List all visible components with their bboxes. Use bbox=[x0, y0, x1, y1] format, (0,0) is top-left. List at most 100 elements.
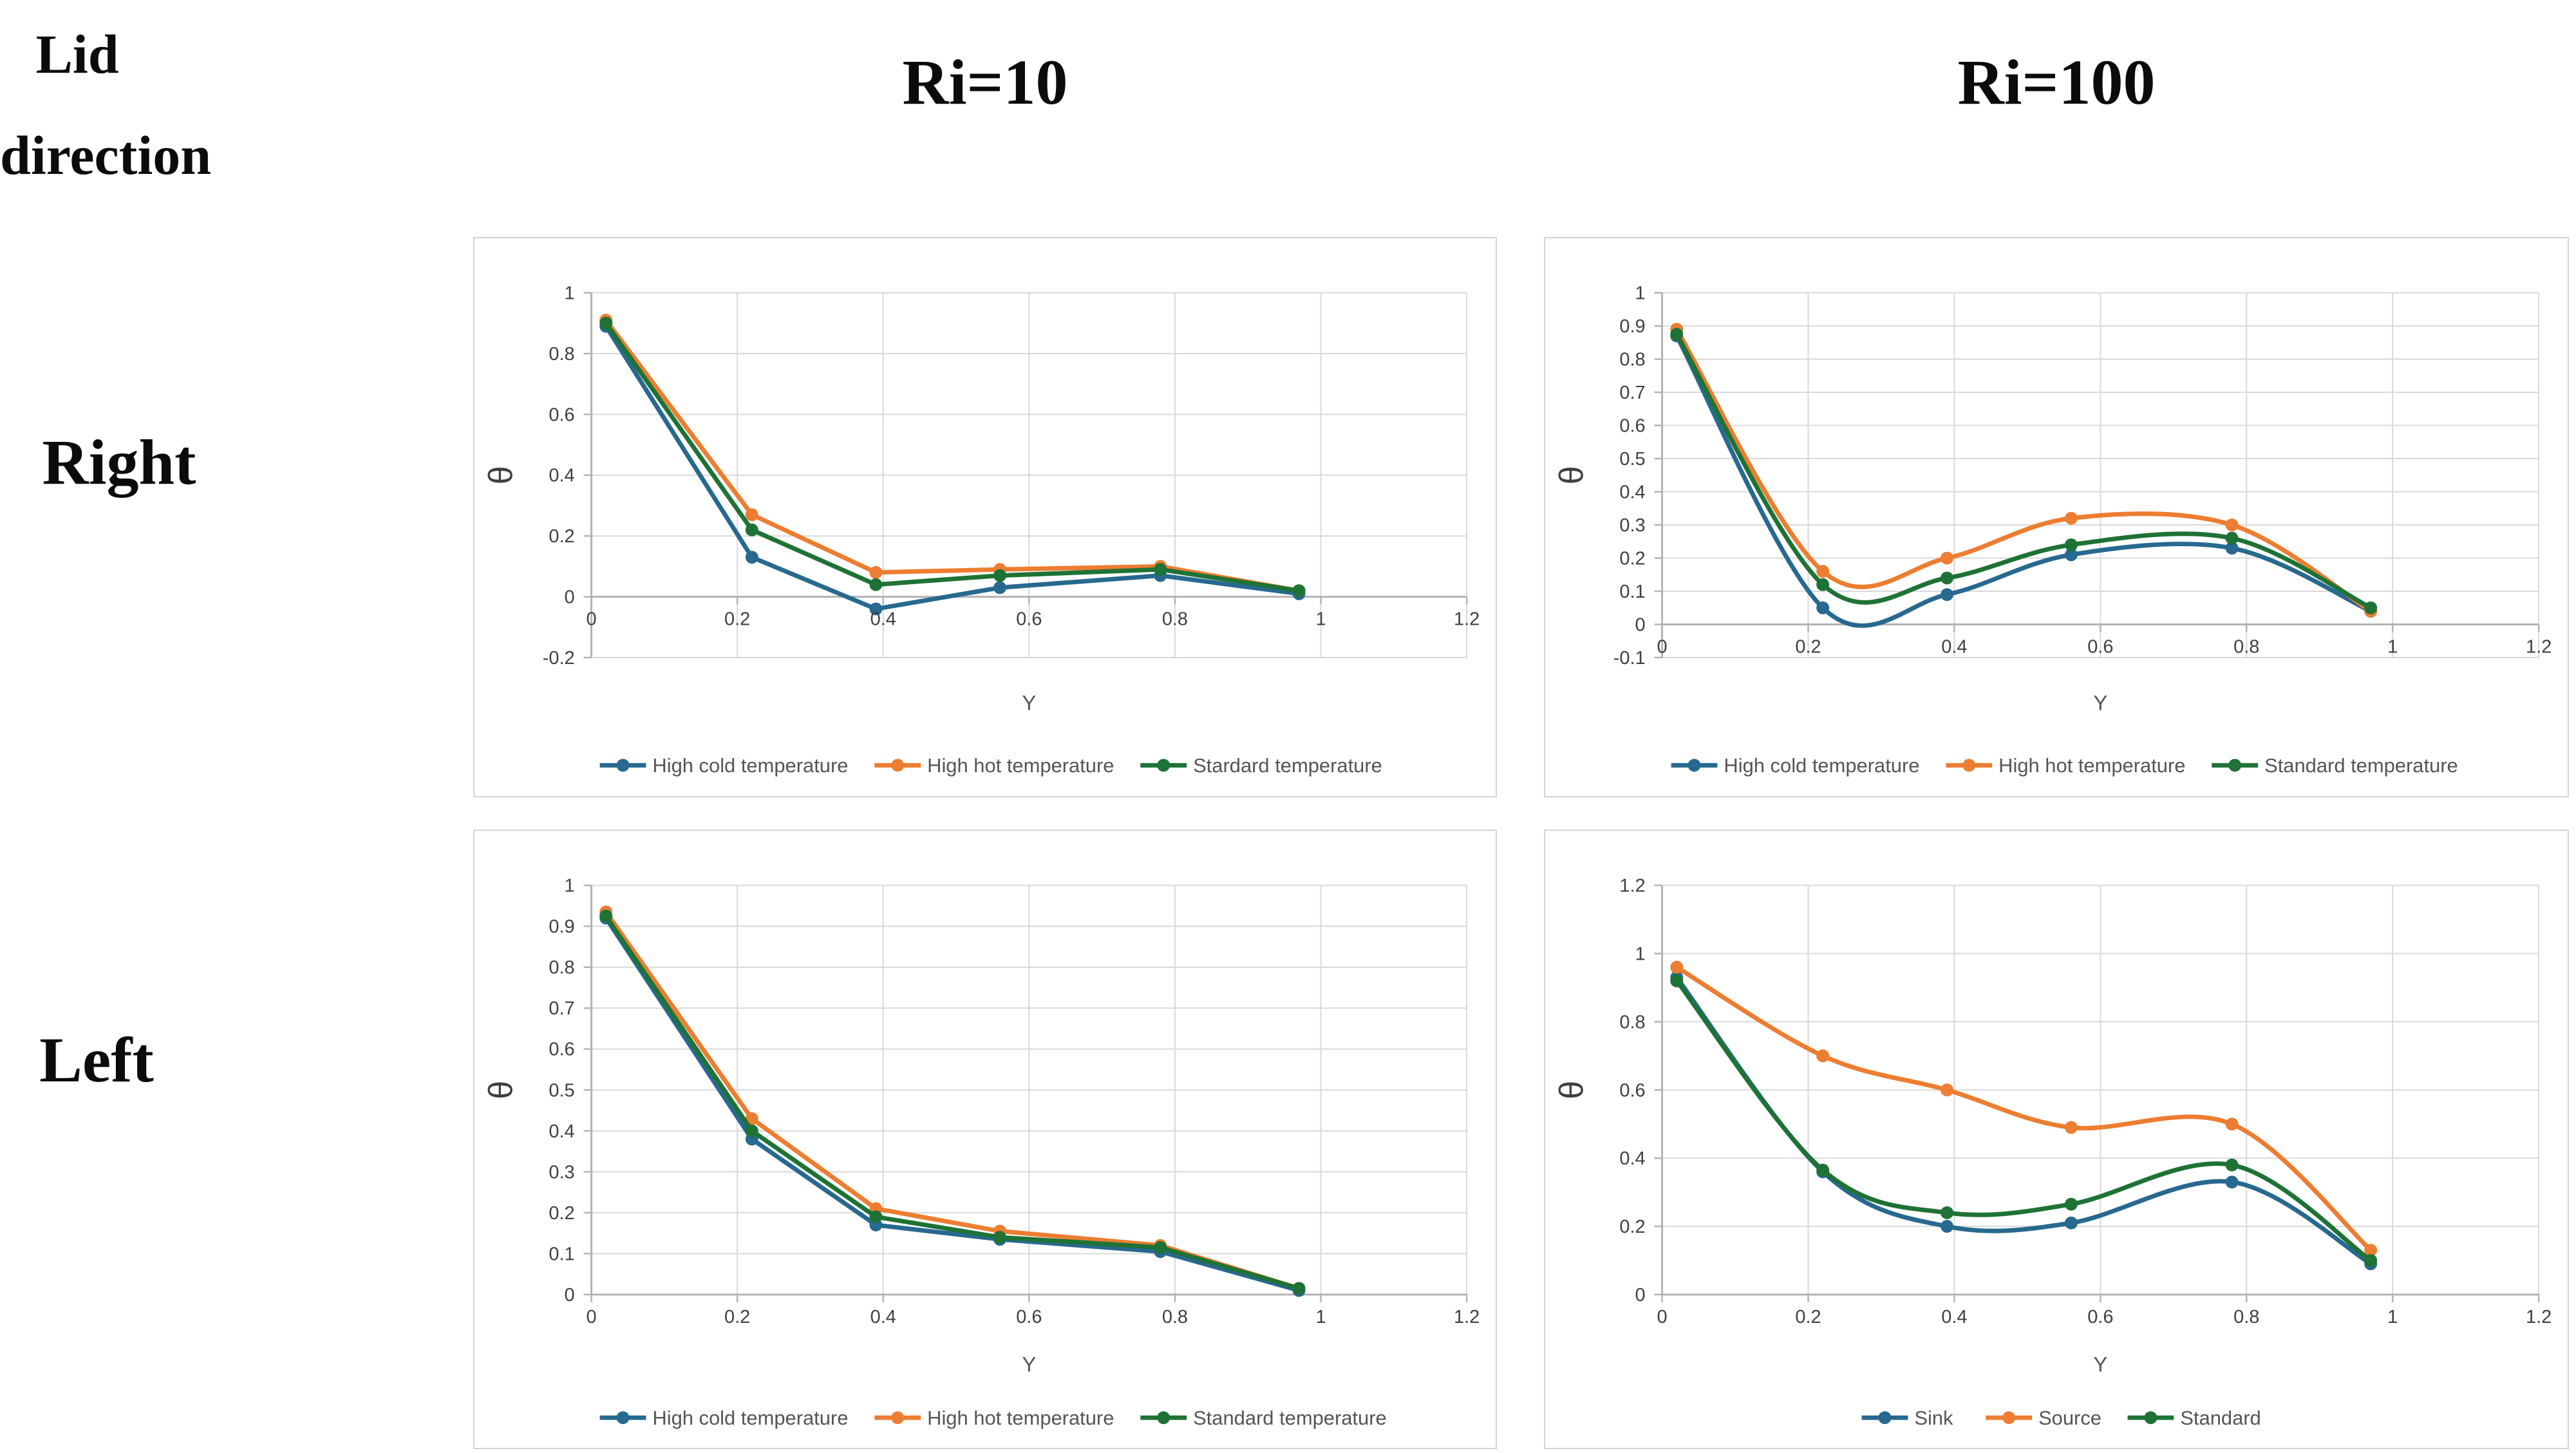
data-point-marker bbox=[2225, 1158, 2239, 1172]
data-point-marker bbox=[1941, 551, 1954, 565]
legend-label: High hot temperature bbox=[927, 1407, 1114, 1429]
y-tick-label: 0 bbox=[565, 1285, 575, 1306]
y-tick-label: 0.5 bbox=[1619, 449, 1645, 470]
y-tick-label: 0.7 bbox=[549, 998, 574, 1019]
x-axis-title: Y bbox=[2093, 691, 2107, 715]
y-tick-label: 0.8 bbox=[549, 958, 574, 978]
y-tick-label: 0 bbox=[565, 587, 575, 608]
series-line bbox=[1674, 965, 2373, 1253]
y-tick-label: -0.1 bbox=[1613, 648, 1646, 669]
data-point-marker bbox=[2225, 531, 2239, 545]
data-point-marker bbox=[599, 316, 613, 330]
x-tick-label: 1 bbox=[2387, 636, 2398, 657]
x-axis-title: Y bbox=[2093, 1353, 2107, 1376]
data-point-marker bbox=[2064, 1197, 2078, 1211]
column-header-ri10: Ri=10 bbox=[902, 46, 1068, 118]
data-point-marker bbox=[869, 602, 883, 616]
x-tick-label: 0.8 bbox=[2233, 636, 2259, 657]
chart-panel-left-ri10: 1 0.9 0.8 0.7 0.6 0.5 0.4 0.3 0.2 0.1 0 0 0.2 0.4 0.6 0… bbox=[473, 830, 1497, 1449]
y-tick-label: 0.4 bbox=[1619, 1148, 1645, 1169]
column-header-ri100: Ri=100 bbox=[1957, 46, 2156, 118]
data-point-marker bbox=[1292, 584, 1306, 598]
data-point-marker bbox=[1670, 960, 1684, 974]
data-point-marker bbox=[2225, 1117, 2239, 1131]
x-tick-label: 0.4 bbox=[870, 1307, 896, 1327]
x-tick-label: 0 bbox=[587, 609, 597, 629]
x-tick-label: 1.2 bbox=[2526, 1307, 2552, 1327]
y-tick-label: 0.3 bbox=[1619, 515, 1645, 536]
legend-label: Source bbox=[2038, 1407, 2101, 1429]
legend-marker-icon bbox=[1157, 1411, 1170, 1425]
data-point-marker bbox=[745, 1124, 758, 1137]
y-tick-label: 1 bbox=[565, 283, 575, 304]
data-point-marker bbox=[599, 909, 613, 923]
data-point-marker bbox=[2364, 1254, 2378, 1268]
y-tick-label: 0 bbox=[1635, 614, 1646, 635]
chart-panel-left-ri100: 1.2 1 0.8 0.6 0.4 0.2 0 0 0.2 0.4 0.6 0.8 1 1.2 θ Y Sink… bbox=[1544, 830, 2569, 1449]
x-tick-label: 0.4 bbox=[1941, 1307, 1967, 1327]
chart-right-ri100: 1 0.9 0.8 0.7 0.6 0.5 0.4 0.3 0.2 0.1 0 -0.1 0 0.2 0.4… bbox=[1552, 283, 2552, 777]
x-tick-label: 0 bbox=[1657, 636, 1668, 657]
row-label-left: Left bbox=[39, 1024, 154, 1096]
data-point-marker bbox=[869, 1210, 883, 1224]
y-tick-label: 0.2 bbox=[1619, 549, 1645, 569]
data-point-marker bbox=[2364, 1244, 2378, 1257]
y-tick-label: 1.2 bbox=[1619, 876, 1645, 897]
data-point-marker bbox=[1816, 601, 1830, 614]
legend-label: Stardard temperature bbox=[1193, 754, 1382, 777]
legend-marker-icon bbox=[1878, 1411, 1892, 1425]
data-point-marker bbox=[1816, 578, 1830, 591]
y-tick-label: 0.4 bbox=[549, 1121, 574, 1142]
y-tick-label: 0.2 bbox=[549, 1203, 574, 1224]
data-point-marker bbox=[2064, 548, 2078, 562]
x-tick-label: 0.4 bbox=[1941, 636, 1967, 657]
legend-marker-icon bbox=[891, 759, 905, 772]
x-tick-label: 0 bbox=[586, 1307, 596, 1327]
x-tick-label: 0.2 bbox=[1795, 636, 1821, 657]
data-point-marker bbox=[2064, 1121, 2078, 1134]
legend-marker-icon bbox=[1962, 759, 1976, 772]
series-line bbox=[603, 913, 1302, 1291]
data-point-marker bbox=[745, 1112, 758, 1125]
legend-marker-icon bbox=[616, 759, 630, 772]
data-point-marker bbox=[1670, 974, 1684, 987]
x-tick-label: 1.2 bbox=[2526, 636, 2552, 657]
x-tick-label: 0 bbox=[1657, 1307, 1667, 1327]
chart-panel-right-ri10: 1 0.8 0.6 0.4 0.2 0 -0.2 0 0.2 0.4 0.6 0.8 1 1.2 θ Y Hig… bbox=[473, 237, 1497, 797]
y-axis-title: θ bbox=[482, 466, 519, 484]
series-line bbox=[603, 324, 1302, 611]
y-tick-label: 0.8 bbox=[549, 344, 574, 365]
y-tick-label: 0.5 bbox=[549, 1080, 574, 1101]
series-line bbox=[1674, 332, 2373, 611]
legend-label: High hot temperature bbox=[1998, 754, 2185, 777]
y-tick-label: 0.6 bbox=[1619, 416, 1645, 437]
y-tick-label: -0.2 bbox=[543, 648, 575, 669]
legend-marker-icon bbox=[891, 1411, 905, 1425]
data-point-marker bbox=[2225, 542, 2239, 555]
legend-label: High hot temperature bbox=[927, 754, 1114, 777]
legend-marker-icon bbox=[2228, 759, 2242, 772]
x-tick-label: 0.2 bbox=[724, 609, 750, 629]
y-tick-label: 0.7 bbox=[1619, 383, 1645, 403]
data-point-marker bbox=[1292, 1282, 1306, 1295]
legend-label: Standard temperature bbox=[2264, 754, 2458, 777]
y-tick-label: 0.9 bbox=[549, 916, 574, 937]
y-tick-label: 0.9 bbox=[1619, 316, 1645, 337]
legend-marker-icon bbox=[2144, 1411, 2158, 1425]
data-point-marker bbox=[1941, 1206, 1954, 1219]
y-axis-title: θ bbox=[1552, 466, 1590, 484]
y-tick-label: 0.4 bbox=[549, 466, 574, 486]
series-line bbox=[1674, 334, 2373, 628]
legend-label: High cold temperature bbox=[1724, 754, 1919, 777]
series-line bbox=[603, 321, 1302, 593]
y-tick-label: 1 bbox=[565, 876, 575, 897]
x-tick-label: 0.4 bbox=[870, 609, 896, 629]
data-point-marker bbox=[2225, 518, 2239, 531]
series-line bbox=[603, 318, 1302, 593]
data-point-marker bbox=[993, 581, 1006, 594]
x-tick-label: 1 bbox=[2387, 1307, 2398, 1327]
x-tick-label: 1.2 bbox=[1454, 1307, 1480, 1327]
chart-right-ri10: 1 0.8 0.6 0.4 0.2 0 -0.2 0 0.2 0.4 0.6 0.8 1 1.2 θ Y Hig… bbox=[482, 283, 1480, 777]
data-point-marker bbox=[2364, 601, 2378, 614]
series-line bbox=[1674, 327, 2373, 614]
